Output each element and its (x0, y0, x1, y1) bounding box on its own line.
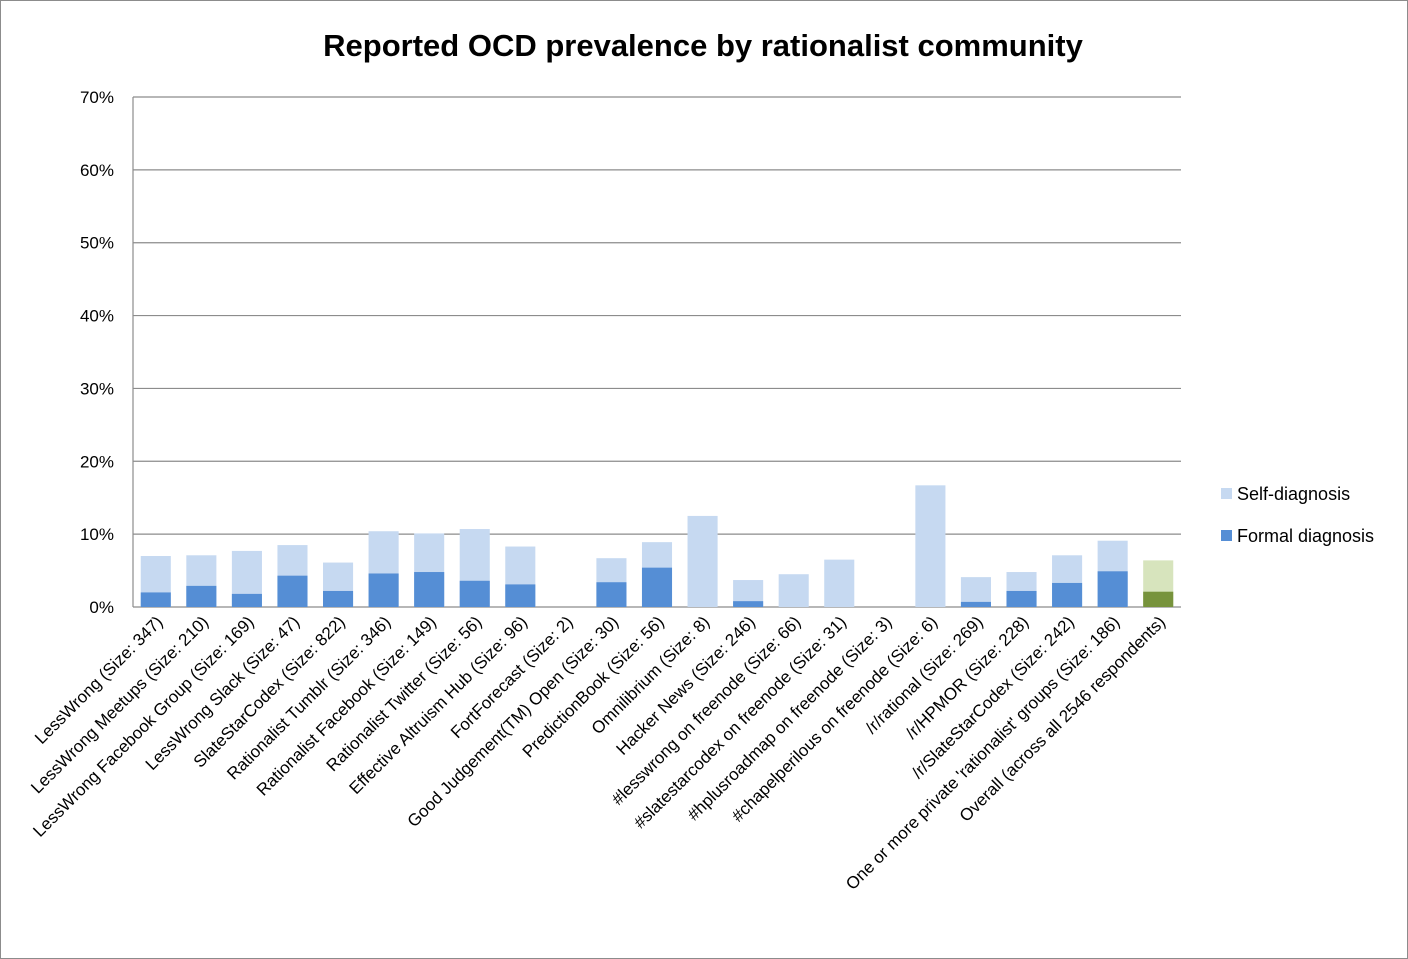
y-tick-label: 0% (89, 598, 114, 617)
x-tick-label: LessWrong Meetups (Size: 210) (27, 612, 212, 797)
y-tick-label: 30% (80, 379, 114, 398)
legend: Self-diagnosis Formal diagnosis (1221, 484, 1374, 546)
gridlines (132, 96, 1181, 608)
legend-swatch (1221, 530, 1232, 541)
bar-formal-diagnosis (960, 601, 991, 607)
y-tick-label: 70% (80, 88, 114, 107)
bar-formal-diagnosis (733, 601, 764, 607)
y-tick-label: 20% (80, 452, 114, 471)
bar-formal-diagnosis (414, 572, 445, 607)
bar-formal-diagnosis (277, 575, 308, 607)
bar-self-diagnosis (824, 559, 855, 607)
bar-formal-diagnosis (231, 593, 262, 607)
chart-title: Reported OCD prevalence by rationalist c… (323, 28, 1083, 63)
bar-formal-diagnosis (505, 584, 536, 607)
legend-swatch (1221, 488, 1232, 499)
y-tick-label: 10% (80, 525, 114, 544)
bar-self-diagnosis (687, 515, 718, 607)
bar-self-diagnosis (915, 485, 946, 607)
x-axis-labels: LessWrong (Size: 347)LessWrong Meetups (… (27, 612, 1169, 893)
bar-self-diagnosis (778, 574, 809, 607)
bar-formal-diagnosis (1006, 590, 1037, 607)
bar-formal-diagnosis (1052, 582, 1083, 607)
bar-formal-diagnosis (368, 573, 399, 607)
bar-formal-diagnosis (641, 567, 673, 607)
y-tick-label: 40% (80, 307, 114, 326)
y-axis-ticks: 0% 10% 20% 30% 40% 50% 60% 70% (80, 88, 114, 617)
bars (140, 485, 1174, 607)
legend-label: Formal diagnosis (1237, 526, 1374, 546)
bar-formal-diagnosis (459, 580, 490, 607)
y-tick-label: 60% (80, 161, 114, 180)
bar-formal-diagnosis (186, 585, 217, 607)
legend-label: Self-diagnosis (1237, 484, 1350, 504)
bar-formal-diagnosis (1097, 571, 1128, 607)
bar-formal-diagnosis (1143, 591, 1174, 607)
bar-formal-diagnosis (140, 592, 171, 607)
bar-formal-diagnosis (323, 590, 354, 607)
y-tick-label: 50% (80, 234, 114, 253)
bar-formal-diagnosis (596, 582, 627, 607)
